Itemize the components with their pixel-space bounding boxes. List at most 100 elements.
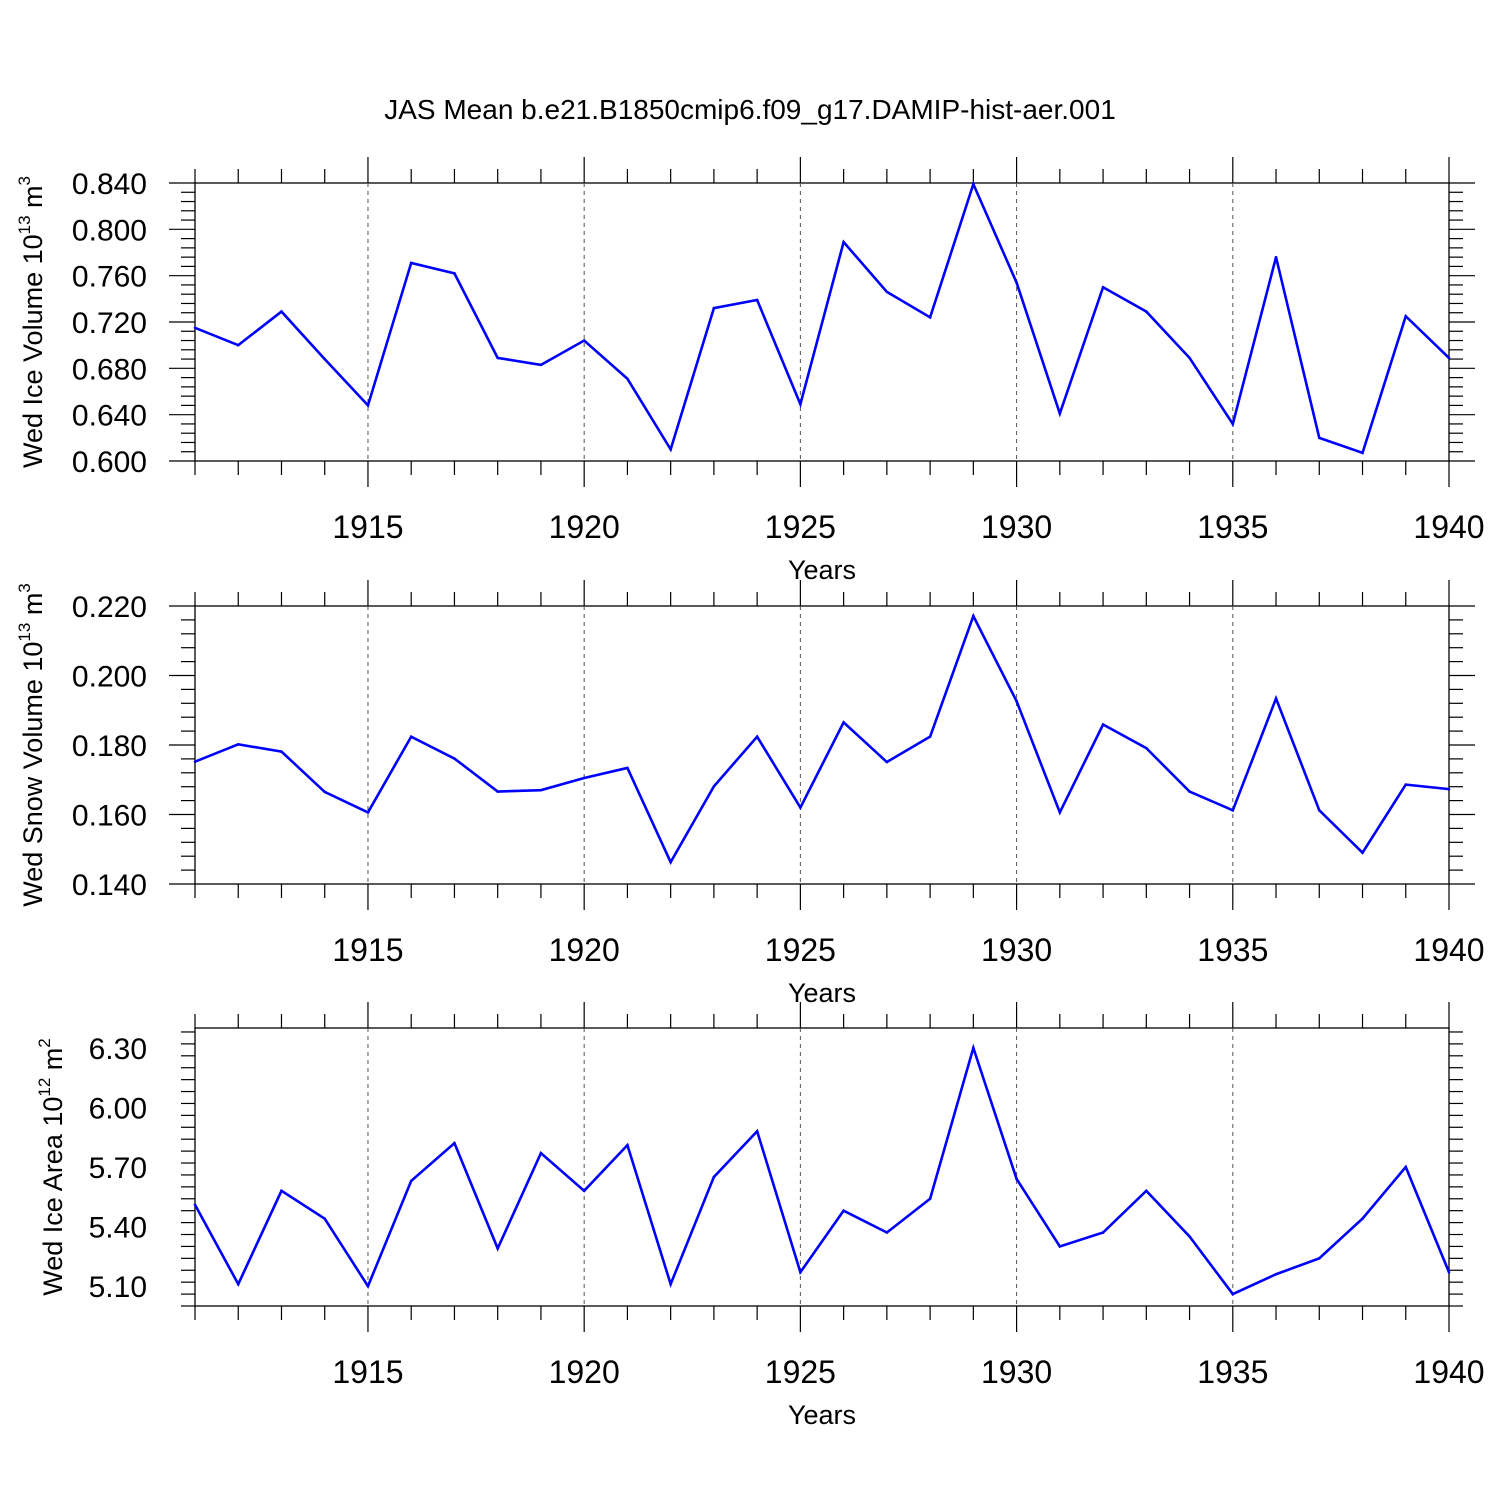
- x-tick-label: 1915: [332, 509, 403, 545]
- data-point: [323, 1217, 327, 1220]
- data-point: [409, 735, 413, 738]
- data-point: [539, 363, 543, 367]
- data-point: [1317, 436, 1321, 440]
- y-axis-label-prefix: Wed Snow Volume 10: [18, 642, 48, 907]
- data-point: [1058, 1245, 1062, 1248]
- data-point: [885, 1231, 889, 1234]
- data-point: [842, 240, 845, 244]
- data-point: [496, 1247, 499, 1250]
- x-axis-label: Years: [788, 1400, 856, 1430]
- x-tick-label: 1920: [549, 509, 620, 545]
- data-point: [626, 1143, 629, 1147]
- x-tick-label: 1940: [1413, 932, 1484, 968]
- data-point: [799, 402, 802, 406]
- data-point: [366, 404, 370, 407]
- x-tick-label: 1920: [549, 932, 620, 968]
- y-tick-label: 5.10: [89, 1271, 147, 1304]
- data-point: [1274, 697, 1278, 700]
- data-point: [236, 1282, 240, 1286]
- data-point: [626, 766, 629, 770]
- x-tick-label: 1935: [1197, 509, 1268, 545]
- data-point: [1231, 809, 1235, 812]
- x-tick-label: 1925: [765, 509, 836, 545]
- y-tick-label: 5.40: [89, 1212, 147, 1245]
- x-axis-label: Years: [788, 978, 856, 1008]
- x-tick-label: 1930: [981, 509, 1052, 545]
- series-line: [194, 612, 1450, 865]
- data-point: [1231, 422, 1235, 426]
- data-point: [323, 790, 327, 794]
- y-tick-label: 0.220: [72, 591, 147, 624]
- y-axis-label-unit: m: [38, 1048, 68, 1078]
- y-tick-label: 0.180: [72, 730, 147, 763]
- y-tick-label: 6.00: [89, 1092, 147, 1125]
- y-tick-label: 5.70: [89, 1152, 147, 1185]
- chart-panel-2: 1915 1920 1925 1930 1935 1940 Years 0.140 0.160 0…: [15, 580, 1485, 1008]
- data-point: [1188, 356, 1191, 360]
- data-point: [928, 735, 932, 738]
- data-point: [1145, 1189, 1148, 1193]
- y-axis-label-unit-exponent: 3: [15, 176, 34, 185]
- data-point: [1361, 1217, 1364, 1220]
- data-point: [582, 776, 586, 780]
- data-point: [453, 1141, 456, 1145]
- y-axis-label-exponent: 13: [15, 215, 34, 234]
- series-line: [194, 180, 1450, 455]
- x-tick-label: 1940: [1413, 509, 1484, 545]
- y-axis-label: Wed Ice Area 1012 m2: [35, 1038, 68, 1296]
- y-tick-label: 0.140: [72, 869, 147, 902]
- data-point: [366, 811, 370, 814]
- x-axis-label: Years: [788, 555, 856, 585]
- data-point: [928, 1197, 932, 1201]
- y-axis-label-exponent: 13: [15, 623, 34, 642]
- data-point: [885, 760, 889, 764]
- data-point: [1317, 1257, 1321, 1260]
- chart-panel-1: 1915 1920 1925 1930 1935 1940 Years 0.600 0.640 0…: [15, 157, 1485, 585]
- data-point: [669, 448, 672, 451]
- data-point: [1361, 451, 1364, 455]
- data-point: [1188, 1235, 1191, 1238]
- y-axis-label: Wed Ice Volume 1013 m3: [15, 176, 48, 468]
- data-point: [323, 357, 327, 361]
- data-point: [712, 306, 716, 310]
- y-axis-label-prefix: Wed Ice Area 10: [38, 1097, 68, 1296]
- data-point: [669, 860, 672, 864]
- y-tick-label: 0.160: [72, 800, 147, 833]
- data-point: [1447, 787, 1451, 791]
- x-tick-label: 1925: [765, 1354, 836, 1390]
- data-point: [1101, 285, 1105, 289]
- y-tick-label: 0.200: [72, 661, 147, 694]
- x-tick-label: 1925: [765, 932, 836, 968]
- x-tick-label: 1935: [1197, 932, 1268, 968]
- data-point: [409, 1179, 413, 1183]
- data-point: [1404, 1165, 1408, 1169]
- y-axis-label-prefix: Wed Ice Volume 10: [18, 234, 48, 468]
- data-point: [496, 356, 499, 360]
- data-point: [1274, 1272, 1278, 1276]
- data-point: [842, 721, 845, 724]
- data-point: [280, 750, 283, 753]
- y-axis-label-unit-exponent: 2: [35, 1038, 54, 1047]
- data-point: [972, 182, 975, 186]
- data-point: [885, 290, 889, 294]
- data-point: [799, 806, 802, 809]
- data-point: [193, 326, 197, 330]
- data-point: [626, 377, 629, 381]
- y-tick-label: 6.30: [89, 1033, 147, 1066]
- data-point: [496, 790, 499, 793]
- data-point: [1101, 1231, 1105, 1234]
- figure-title: JAS Mean b.e21.B1850cmip6.f09_g17.DAMIP-…: [384, 94, 1116, 125]
- data-point: [1447, 356, 1451, 360]
- data-point: [539, 1151, 543, 1155]
- data-point: [193, 760, 197, 763]
- data-point: [582, 1189, 586, 1193]
- data-point: [1317, 809, 1321, 812]
- data-point: [1274, 255, 1278, 259]
- y-axis-label-unit: m: [18, 593, 48, 623]
- data-point: [799, 1270, 802, 1274]
- data-point: [712, 785, 716, 788]
- x-tick-label: 1930: [981, 932, 1052, 968]
- data-point: [1231, 1292, 1235, 1296]
- y-tick-label: 0.760: [72, 261, 147, 294]
- data-point: [1015, 699, 1018, 703]
